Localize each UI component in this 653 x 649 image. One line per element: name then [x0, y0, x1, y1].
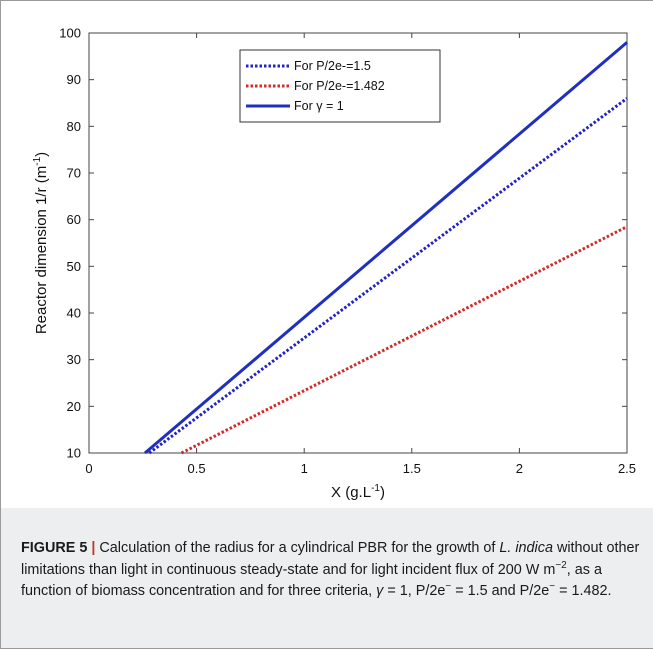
- caption-text-2: without other limitations than light in …: [21, 540, 640, 578]
- caption-species: L. indica: [499, 540, 553, 556]
- chart-panel: 0 0.5 1 1.5 2 2.5 10 20 30 40 50 60 70 80 90 100 For P/…: [32, 26, 636, 502]
- lines-layer: [143, 41, 628, 455]
- caption-text-3: , as a function of biomass concentration…: [21, 561, 602, 600]
- caption-sup-2: −: [445, 581, 452, 593]
- frame-left: [0, 0, 1, 649]
- legend-label-series-1: For P/2e-=1.5: [294, 59, 371, 73]
- y-tick-label: 60: [67, 212, 81, 227]
- frame-top: [0, 0, 653, 1]
- y-tick-label: 50: [67, 259, 81, 274]
- y-tick-label: 40: [67, 306, 81, 321]
- x-tick-label: 0: [85, 461, 92, 476]
- y-tick-label: 90: [67, 72, 81, 87]
- line-chart: 0 0.5 1 1.5 2 2.5 10 20 30 40 50 60 70 80 90 100 For P/…: [32, 26, 636, 502]
- caption-sup-1: −2: [555, 559, 567, 571]
- x-tick-label: 1: [301, 461, 308, 476]
- caption-text-1: Calculation of the radius for a cylindri…: [95, 540, 500, 556]
- x-tick-label: 2.5: [618, 461, 636, 476]
- x-tick-label: 0.5: [188, 461, 206, 476]
- legend: For P/2e-=1.5 For P/2e-=1.482 For γ = 1: [239, 49, 441, 123]
- caption-panel: FIGURE 5 | Calculation of the radius for…: [0, 508, 653, 649]
- caption-gamma: γ: [376, 583, 384, 599]
- caption-text-6: = 1.482.: [555, 583, 612, 599]
- caption-sup-3: −: [549, 581, 556, 593]
- y-tick-label: 10: [67, 446, 81, 461]
- x-tick-label: 1.5: [403, 461, 421, 476]
- ticks-layer: 0 0.5 1 1.5 2 2.5 10 20 30 40 50 60 70 80 90 100: [59, 26, 636, 477]
- y-tick-label: 70: [67, 166, 81, 181]
- x-axis-label: X (g.L-1): [331, 483, 385, 501]
- y-tick-label: 100: [59, 26, 81, 41]
- caption-text-4: = 1, P/2e: [383, 583, 446, 599]
- series-line-2: [180, 225, 628, 455]
- legend-label-series-2: For P/2e-=1.482: [294, 79, 385, 93]
- series-line-3: [143, 41, 628, 455]
- caption-separator: |: [91, 540, 96, 556]
- y-tick-label: 80: [67, 119, 81, 134]
- y-tick-label: 30: [67, 352, 81, 367]
- y-axis-label: Reactor dimension 1/r (m-1): [32, 152, 50, 334]
- y-tick-label: 20: [67, 399, 81, 414]
- legend-label-series-3: For γ = 1: [294, 99, 344, 113]
- caption-text-5: = 1.5 and P/2e: [451, 583, 550, 599]
- x-tick-label: 2: [516, 461, 523, 476]
- figure-caption: FIGURE 5 | Calculation of the radius for…: [21, 538, 641, 603]
- figure-number: FIGURE 5: [21, 540, 88, 556]
- series-line-1: [148, 97, 628, 455]
